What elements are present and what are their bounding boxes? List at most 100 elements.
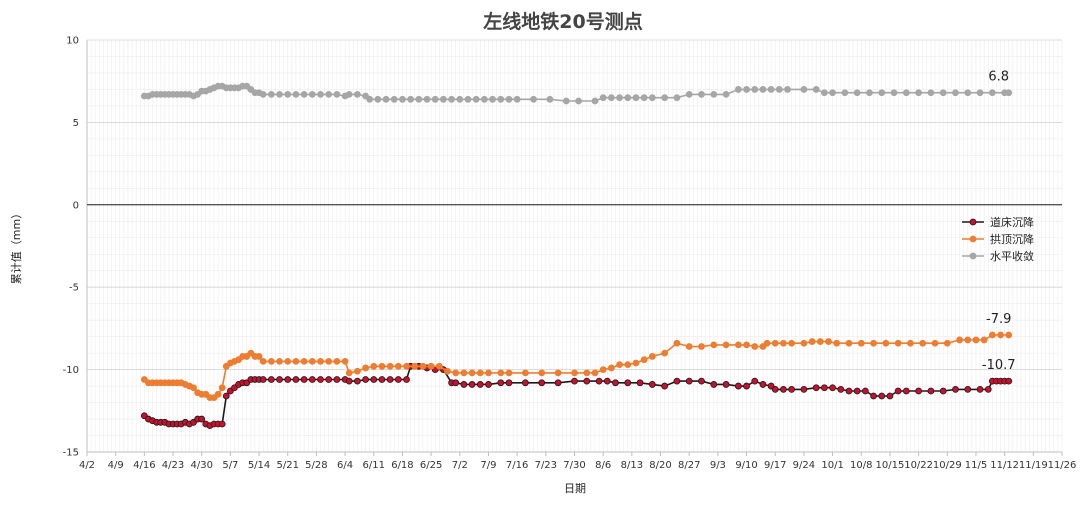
data-point bbox=[333, 376, 341, 383]
data-point bbox=[394, 362, 402, 370]
data-point bbox=[292, 376, 300, 383]
data-point bbox=[464, 95, 472, 103]
legend-swatch-marker bbox=[969, 252, 977, 260]
data-point bbox=[419, 362, 427, 370]
data-point bbox=[403, 376, 410, 383]
data-point bbox=[190, 384, 197, 392]
x-tick-label: 5/14 bbox=[248, 460, 270, 471]
data-point bbox=[538, 369, 546, 377]
data-point bbox=[673, 339, 681, 347]
data-point bbox=[640, 94, 648, 102]
data-point bbox=[685, 90, 693, 98]
data-point bbox=[698, 343, 705, 350]
data-point bbox=[276, 90, 283, 98]
data-point bbox=[661, 94, 669, 102]
data-point bbox=[980, 336, 988, 344]
data-point bbox=[861, 387, 869, 395]
data-point bbox=[284, 90, 292, 98]
series-3 bbox=[140, 82, 1013, 105]
data-point bbox=[661, 382, 669, 390]
data-point bbox=[407, 95, 415, 103]
data-point bbox=[333, 357, 341, 365]
data-point bbox=[829, 89, 836, 97]
data-point bbox=[554, 369, 562, 377]
data-point bbox=[816, 338, 824, 345]
data-point bbox=[751, 343, 759, 350]
x-tick-label: 11/12 bbox=[990, 460, 1019, 471]
data-label: -10.7 bbox=[982, 358, 1016, 373]
x-tick-label: 5/21 bbox=[277, 460, 299, 471]
legend-swatch-marker bbox=[969, 218, 977, 226]
data-point bbox=[919, 339, 927, 347]
data-point bbox=[607, 94, 615, 102]
x-tick-label: 6/18 bbox=[391, 460, 413, 471]
data-point bbox=[485, 381, 492, 388]
x-tick-label: 11/26 bbox=[1048, 460, 1077, 471]
chart-title: 左线地铁20号测点 bbox=[483, 10, 642, 33]
data-point bbox=[468, 381, 476, 388]
data-point bbox=[976, 385, 984, 393]
x-tick-label: 7/16 bbox=[506, 460, 528, 471]
data-point bbox=[607, 364, 615, 372]
data-point bbox=[698, 377, 705, 385]
data-point bbox=[743, 341, 750, 349]
x-tick-label: 7/23 bbox=[535, 460, 557, 471]
data-point bbox=[866, 89, 873, 97]
data-point bbox=[685, 343, 693, 350]
data-point bbox=[411, 362, 419, 370]
data-point bbox=[894, 387, 902, 395]
data-point bbox=[468, 369, 476, 377]
data-point bbox=[476, 381, 484, 388]
data-point bbox=[571, 377, 578, 385]
data-point bbox=[853, 387, 861, 395]
data-point bbox=[345, 377, 353, 385]
data-point bbox=[399, 95, 406, 103]
data-point bbox=[300, 90, 308, 98]
data-point bbox=[456, 95, 464, 103]
data-point bbox=[259, 357, 267, 365]
data-point bbox=[825, 338, 832, 345]
data-point bbox=[427, 362, 435, 370]
x-tick-label: 6/4 bbox=[337, 460, 353, 471]
data-point bbox=[530, 95, 537, 103]
data-point bbox=[460, 369, 468, 377]
data-point bbox=[878, 392, 886, 400]
data-point bbox=[845, 387, 853, 395]
data-point bbox=[710, 381, 718, 388]
data-point bbox=[964, 385, 972, 393]
data-point bbox=[894, 339, 902, 347]
x-tick-label: 10/22 bbox=[904, 460, 933, 471]
data-point bbox=[751, 86, 759, 93]
data-point bbox=[685, 377, 693, 385]
data-point bbox=[476, 369, 484, 377]
data-point bbox=[988, 331, 996, 339]
data-point bbox=[345, 369, 353, 377]
data-point bbox=[276, 376, 283, 383]
data-point bbox=[317, 357, 324, 365]
data-point bbox=[452, 379, 460, 387]
data-point bbox=[284, 376, 292, 383]
data-point bbox=[780, 385, 787, 393]
data-point bbox=[943, 339, 951, 347]
axes bbox=[86, 40, 1063, 456]
data-point bbox=[800, 385, 808, 393]
data-point bbox=[648, 353, 656, 360]
legend-label: 拱顶沉降 bbox=[990, 232, 1034, 246]
data-point bbox=[988, 89, 996, 97]
x-tick-label: 10/29 bbox=[933, 460, 962, 471]
data-point bbox=[972, 336, 980, 344]
data-point bbox=[267, 90, 275, 98]
data-point bbox=[734, 382, 742, 390]
data-point bbox=[444, 367, 451, 375]
data-point bbox=[788, 339, 796, 347]
y-tick-label: 5 bbox=[73, 118, 79, 129]
x-tick-label: 8/13 bbox=[621, 460, 643, 471]
y-tick-label: -5 bbox=[69, 283, 79, 294]
data-point bbox=[497, 379, 505, 387]
data-point bbox=[612, 379, 619, 387]
data-point bbox=[964, 336, 972, 344]
x-tick-label: 10/8 bbox=[850, 460, 872, 471]
data-point bbox=[435, 362, 443, 370]
x-tick-label: 6/11 bbox=[363, 460, 385, 471]
data-point bbox=[603, 377, 611, 385]
